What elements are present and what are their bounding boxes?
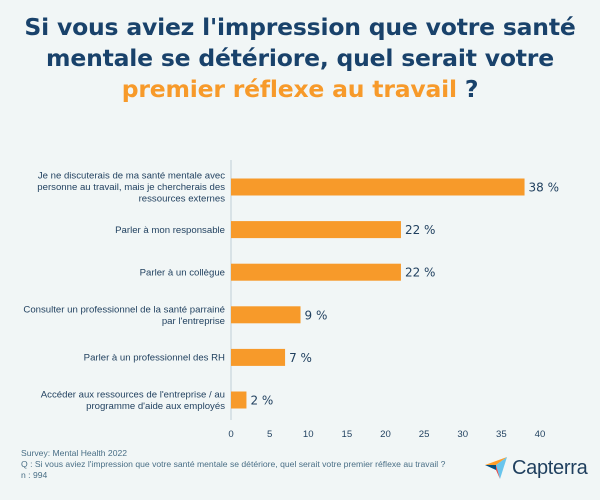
bar-value-label: 38 % — [529, 181, 560, 195]
bar — [231, 221, 401, 239]
title-highlight: premier réflexe au travail — [121, 75, 457, 103]
x-tick-label: 0 — [228, 429, 233, 440]
capterra-logo: Capterra — [484, 456, 588, 480]
title-line-1: Si vous aviez l'impression que votre san… — [24, 13, 576, 41]
x-tick-label: 35 — [496, 429, 507, 440]
x-tick-label: 30 — [457, 429, 468, 440]
x-tick-label: 20 — [380, 429, 391, 440]
bar — [231, 348, 286, 366]
capterra-logo-text: Capterra — [512, 456, 588, 479]
chart-title: Si vous aviez l'impression que votre san… — [0, 12, 600, 105]
category-label: Consulter un professionnel de la santé p… — [23, 304, 225, 315]
category-label: Je ne discuterais de ma santé mentale av… — [38, 171, 225, 182]
category-label: ressources externes — [139, 194, 226, 205]
footer: Survey: Mental Health 2022 Q : Si vous a… — [21, 448, 445, 481]
category-label: Parler à un collègue — [140, 267, 225, 278]
category-label: Parler à un professionnel des RH — [84, 353, 225, 364]
x-tick-label: 10 — [303, 429, 314, 440]
survey-source: Survey: Mental Health 2022 — [21, 448, 128, 458]
bar-value-label: 9 % — [305, 308, 328, 322]
bar-value-label: 7 % — [289, 351, 312, 365]
category-label: personne au travail, mais je chercherais… — [37, 182, 225, 193]
bar — [231, 178, 525, 196]
bar — [231, 306, 301, 324]
category-label: programme d'aide aux employés — [86, 401, 225, 412]
survey-question: Q : Si vous aviez l'impression que votre… — [21, 459, 446, 469]
category-label: Accéder aux ressources de l'entreprise /… — [41, 389, 225, 400]
category-label: Parler à mon responsable — [115, 225, 225, 236]
title-line-2: mentale se détériore, quel serait votre — [46, 44, 554, 72]
sample-size: n : 994 — [21, 470, 48, 480]
x-tick-label: 40 — [535, 429, 546, 440]
title-end: ? — [456, 75, 479, 103]
bar-value-label: 22 % — [405, 223, 436, 237]
bar-value-label: 2 % — [250, 394, 273, 408]
bar-value-label: 22 % — [405, 266, 436, 280]
x-tick-label: 15 — [342, 429, 353, 440]
x-tick-label: 25 — [419, 429, 430, 440]
capterra-arrow-icon — [485, 457, 507, 479]
bar — [231, 391, 247, 409]
category-label: par l'entreprise — [162, 316, 225, 327]
bar — [231, 263, 401, 281]
x-tick-label: 5 — [267, 429, 272, 440]
